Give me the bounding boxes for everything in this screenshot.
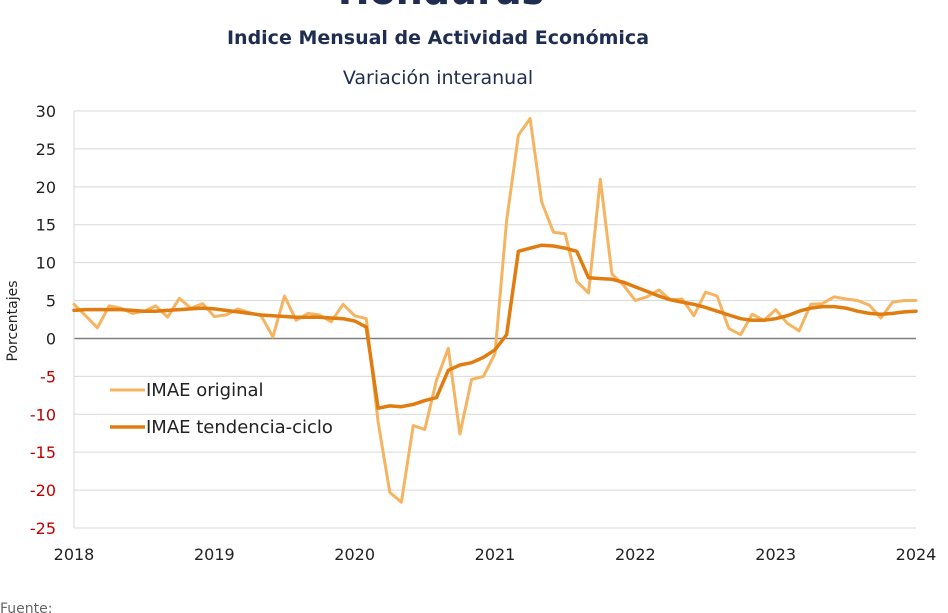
chart-title: Honduras bbox=[338, 0, 544, 13]
y-tick-label: -25 bbox=[30, 519, 56, 538]
x-tick-label: 2019 bbox=[194, 545, 235, 564]
y-tick-label: -10 bbox=[30, 405, 56, 424]
x-axis-ticks: 2018 2019 2020 2021 2022 2023 2024 bbox=[54, 545, 937, 564]
legend-label: IMAE original bbox=[146, 380, 264, 401]
y-tick-label: 5 bbox=[46, 292, 56, 311]
legend-item: IMAE tendencia-ciclo bbox=[110, 417, 333, 438]
legend: IMAE original IMAE tendencia-ciclo bbox=[110, 380, 333, 438]
y-tick-label: 15 bbox=[36, 216, 56, 235]
series-line-original bbox=[72, 117, 918, 504]
gridlines bbox=[74, 110, 916, 529]
source-label: Fuente: bbox=[0, 601, 52, 613]
series-lines bbox=[72, 117, 918, 504]
y-tick-label: -15 bbox=[30, 443, 56, 462]
y-tick-label: 20 bbox=[36, 178, 56, 197]
y-tick-label: 30 bbox=[36, 102, 56, 121]
x-tick-label: 2020 bbox=[334, 545, 375, 564]
chart-subtitle: Indice Mensual de Actividad Económica bbox=[227, 27, 649, 49]
x-tick-label: 2021 bbox=[475, 545, 516, 564]
y-axis-label: Porcentajes bbox=[5, 280, 21, 361]
x-tick-label: 2018 bbox=[54, 545, 95, 564]
x-tick-label: 2022 bbox=[615, 545, 656, 564]
y-tick-label: 10 bbox=[36, 254, 56, 273]
y-tick-label: -5 bbox=[40, 367, 56, 386]
series-line-trend bbox=[72, 243, 918, 410]
y-tick-label: -20 bbox=[30, 481, 56, 500]
legend-label: IMAE tendencia-ciclo bbox=[146, 417, 333, 438]
chart-description: Variación interanual bbox=[343, 67, 533, 89]
y-tick-label: 25 bbox=[36, 140, 56, 159]
y-tick-label: 0 bbox=[46, 329, 56, 348]
x-tick-label: 2024 bbox=[896, 545, 937, 564]
legend-item: IMAE original bbox=[110, 380, 264, 401]
x-tick-label: 2023 bbox=[755, 545, 796, 564]
y-axis-ticks: 30 25 20 15 10 5 0 -5 -10 -15 -20 -25 bbox=[30, 102, 56, 538]
